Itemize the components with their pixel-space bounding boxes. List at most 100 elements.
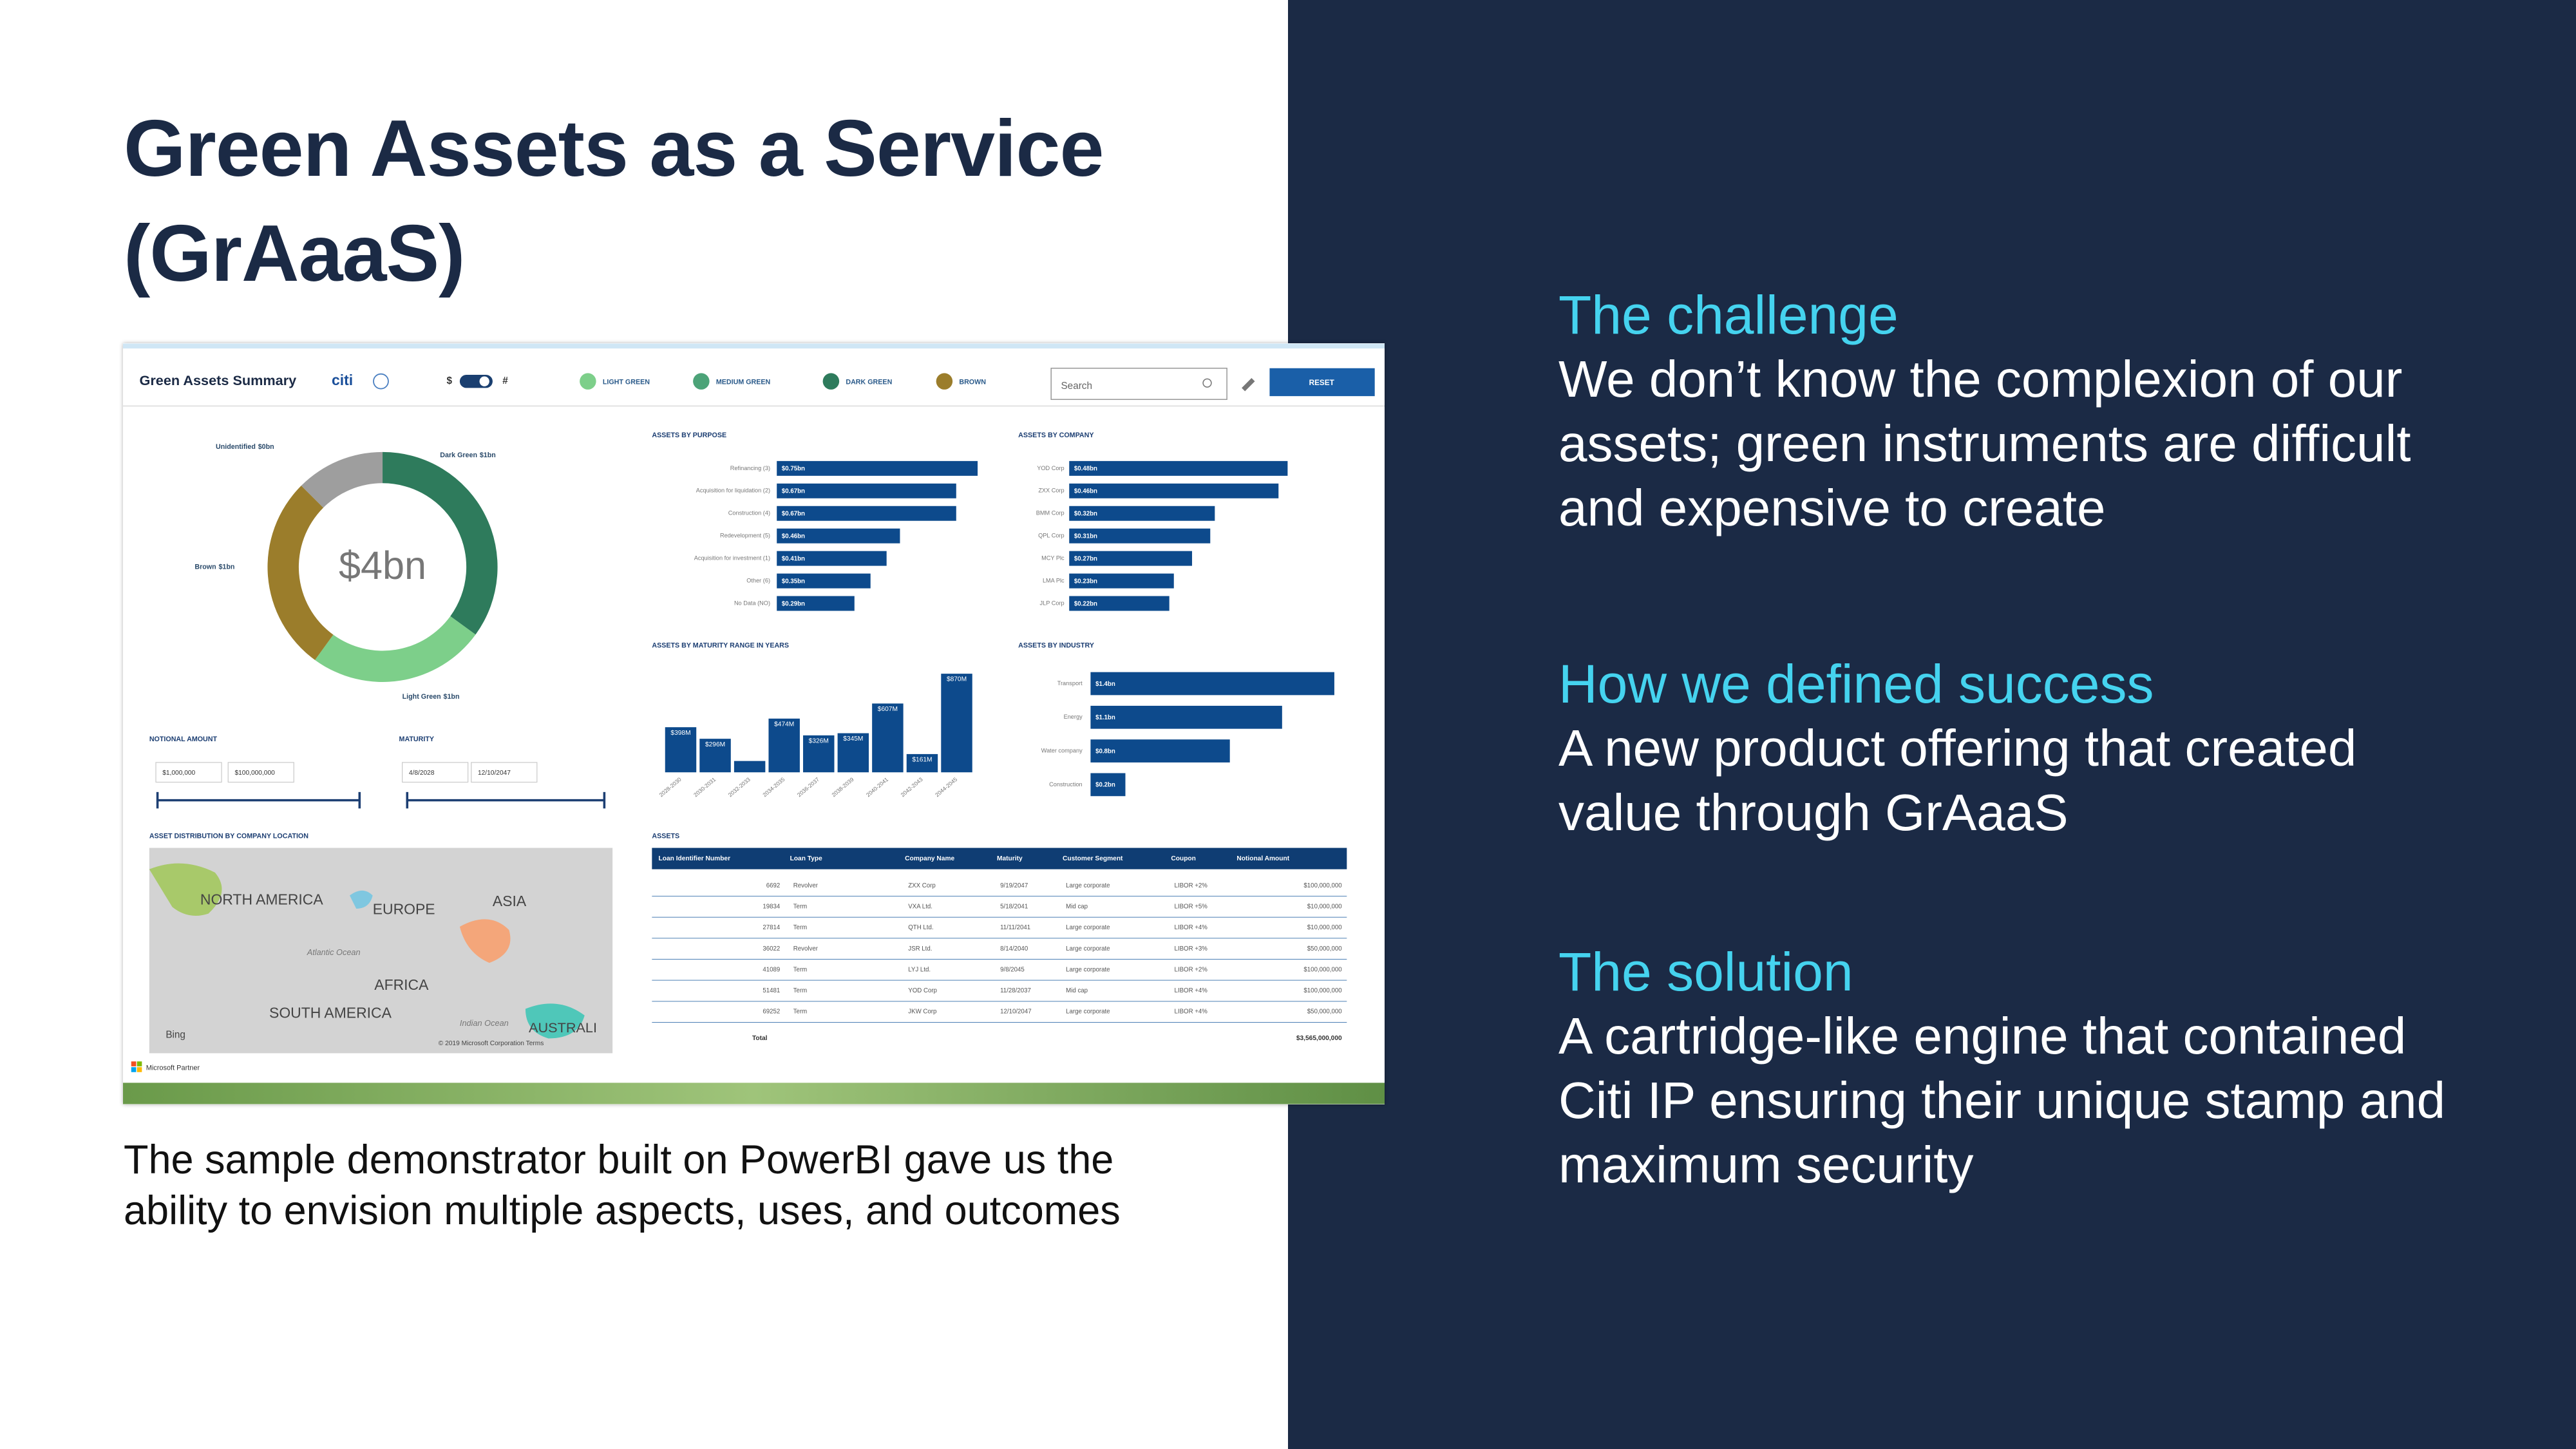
table-cell: 11/11/2041	[1000, 924, 1030, 931]
bar	[777, 460, 978, 476]
table-cell: VXA Ltd.	[908, 903, 933, 910]
slicer-input[interactable]	[471, 762, 538, 783]
donut-label-part: Brown	[194, 563, 216, 571]
table-cell: $100,000,000	[1303, 882, 1342, 889]
category-label: Transport	[1057, 680, 1083, 687]
category-label: 2028-2030	[658, 776, 683, 798]
category-label: QPL Corp	[1038, 533, 1064, 539]
bar	[777, 596, 855, 611]
table-cell: 11/28/2037	[1000, 987, 1031, 994]
donut-label-part: $0bn	[258, 443, 274, 451]
bar	[803, 735, 835, 773]
toggle-right: #	[502, 375, 508, 386]
slicer-to: $100,000,000	[234, 770, 275, 777]
donut-segment	[383, 451, 498, 635]
section: The challenge We don’t know the complexio…	[1558, 283, 2486, 540]
legend-label: MEDIUM GREEN	[716, 378, 771, 386]
table-cell: YOD Corp	[908, 987, 937, 994]
value-label: $870M	[947, 676, 967, 683]
info-icon[interactable]	[373, 373, 389, 390]
ms-logo	[137, 1067, 142, 1072]
value-label: $398M	[670, 730, 690, 737]
slicer-input[interactable]	[401, 762, 469, 783]
category-label: 2038-2039	[830, 776, 855, 798]
header-accent	[123, 343, 1385, 349]
map-label: SOUTH AMERICA	[269, 1004, 392, 1021]
value-label: $0.46bn	[1074, 488, 1097, 495]
value-label: $161M	[912, 757, 932, 764]
map-label: AUSTRALI	[529, 1019, 597, 1036]
table-cell: 27814	[762, 924, 781, 931]
table-cell: JSR Ltd.	[908, 945, 932, 952]
value-label: $1.1bn	[1095, 714, 1115, 721]
table-cell: LIBOR +4%	[1175, 987, 1208, 994]
table-cell: LIBOR +2%	[1175, 966, 1208, 973]
category-label: 2042-2043	[900, 776, 924, 798]
table-cell: Term	[793, 966, 808, 973]
table-header	[652, 848, 1347, 869]
bar	[1090, 773, 1126, 797]
bar	[1090, 672, 1334, 696]
slicer-label: NOTIONAL AMOUNT	[149, 735, 218, 743]
category-label: 2044-2045	[934, 776, 958, 798]
search-box[interactable]	[1050, 367, 1227, 400]
category-label: 2040-2041	[865, 776, 889, 798]
table-cell: LIBOR +3%	[1175, 945, 1208, 952]
map-label: © 2019 Microsoft Corporation Terms	[439, 1040, 544, 1047]
slide-title: Green Assets as a Service (GrAaaS)	[124, 104, 1104, 298]
legend-swatch	[936, 373, 953, 390]
bar	[777, 528, 900, 544]
bar	[941, 674, 972, 773]
table-cell: LYJ Ltd.	[908, 966, 931, 973]
donut-label: Dark Green $1bn	[440, 451, 496, 459]
legend-label: DARK GREEN	[846, 378, 892, 386]
ms-logo	[131, 1061, 137, 1066]
bar	[777, 483, 956, 498]
category-label: JLP Corp	[1040, 600, 1065, 606]
table-header-cell: Company Name	[905, 855, 954, 862]
bar	[1069, 573, 1174, 589]
section-title: ASSET DISTRIBUTION BY COMPANY LOCATION	[149, 833, 308, 840]
map-label: EUROPE	[373, 901, 435, 918]
donut-label: Unidentified $0bn	[216, 443, 274, 451]
bar	[1069, 596, 1170, 611]
table-cell: LIBOR +2%	[1175, 882, 1208, 889]
table-cell: $100,000,000	[1303, 987, 1342, 994]
dashboard-title: Green Assets Summary	[140, 372, 297, 388]
table-cell: $50,000,000	[1307, 945, 1342, 952]
category-label: 2030-2031	[692, 776, 717, 798]
table-header-cell: Loan Type	[790, 855, 823, 862]
table-header-cell: Customer Segment	[1063, 855, 1123, 862]
value-label: $0.48bn	[1074, 466, 1097, 473]
bar	[1069, 506, 1215, 521]
eraser-icon[interactable]	[1242, 378, 1255, 392]
table-cell: Large corporate	[1066, 924, 1110, 931]
value-label: $0.32bn	[1074, 511, 1097, 518]
chart-title: ASSETS BY COMPANY	[1018, 431, 1094, 439]
right-panel	[1288, 0, 2576, 1449]
reset-button[interactable]	[1269, 368, 1375, 397]
table-cell: $100,000,000	[1303, 966, 1342, 973]
table-cell: 9/8/2045	[1000, 966, 1025, 973]
legend-label: LIGHT GREEN	[603, 378, 650, 386]
toggle-left: $	[447, 375, 453, 386]
table-header-cell: Loan Identifier Number	[659, 855, 731, 862]
category-label: YOD Corp	[1037, 465, 1064, 471]
value-label: $0.46bn	[782, 533, 805, 540]
category-label: 2034-2035	[761, 776, 786, 798]
slicer-input[interactable]	[155, 762, 222, 783]
value-label: $0.67bn	[782, 488, 805, 495]
category-label: 2036-2037	[796, 776, 820, 798]
table-cell: 19834	[762, 903, 781, 910]
bar	[699, 739, 731, 773]
slicer-label: MATURITY	[399, 735, 435, 743]
map-label: AFRICA	[374, 976, 429, 993]
search-placeholder: Search	[1061, 381, 1092, 392]
category-label: Other (6)	[746, 578, 770, 584]
slicer-input[interactable]	[227, 762, 294, 783]
section-heading: The solution	[1558, 942, 1853, 1002]
value-label: $345M	[843, 735, 863, 743]
legend-swatch	[580, 373, 596, 390]
section-title: ASSETS	[652, 833, 679, 840]
table-cell: LIBOR +4%	[1175, 924, 1208, 931]
